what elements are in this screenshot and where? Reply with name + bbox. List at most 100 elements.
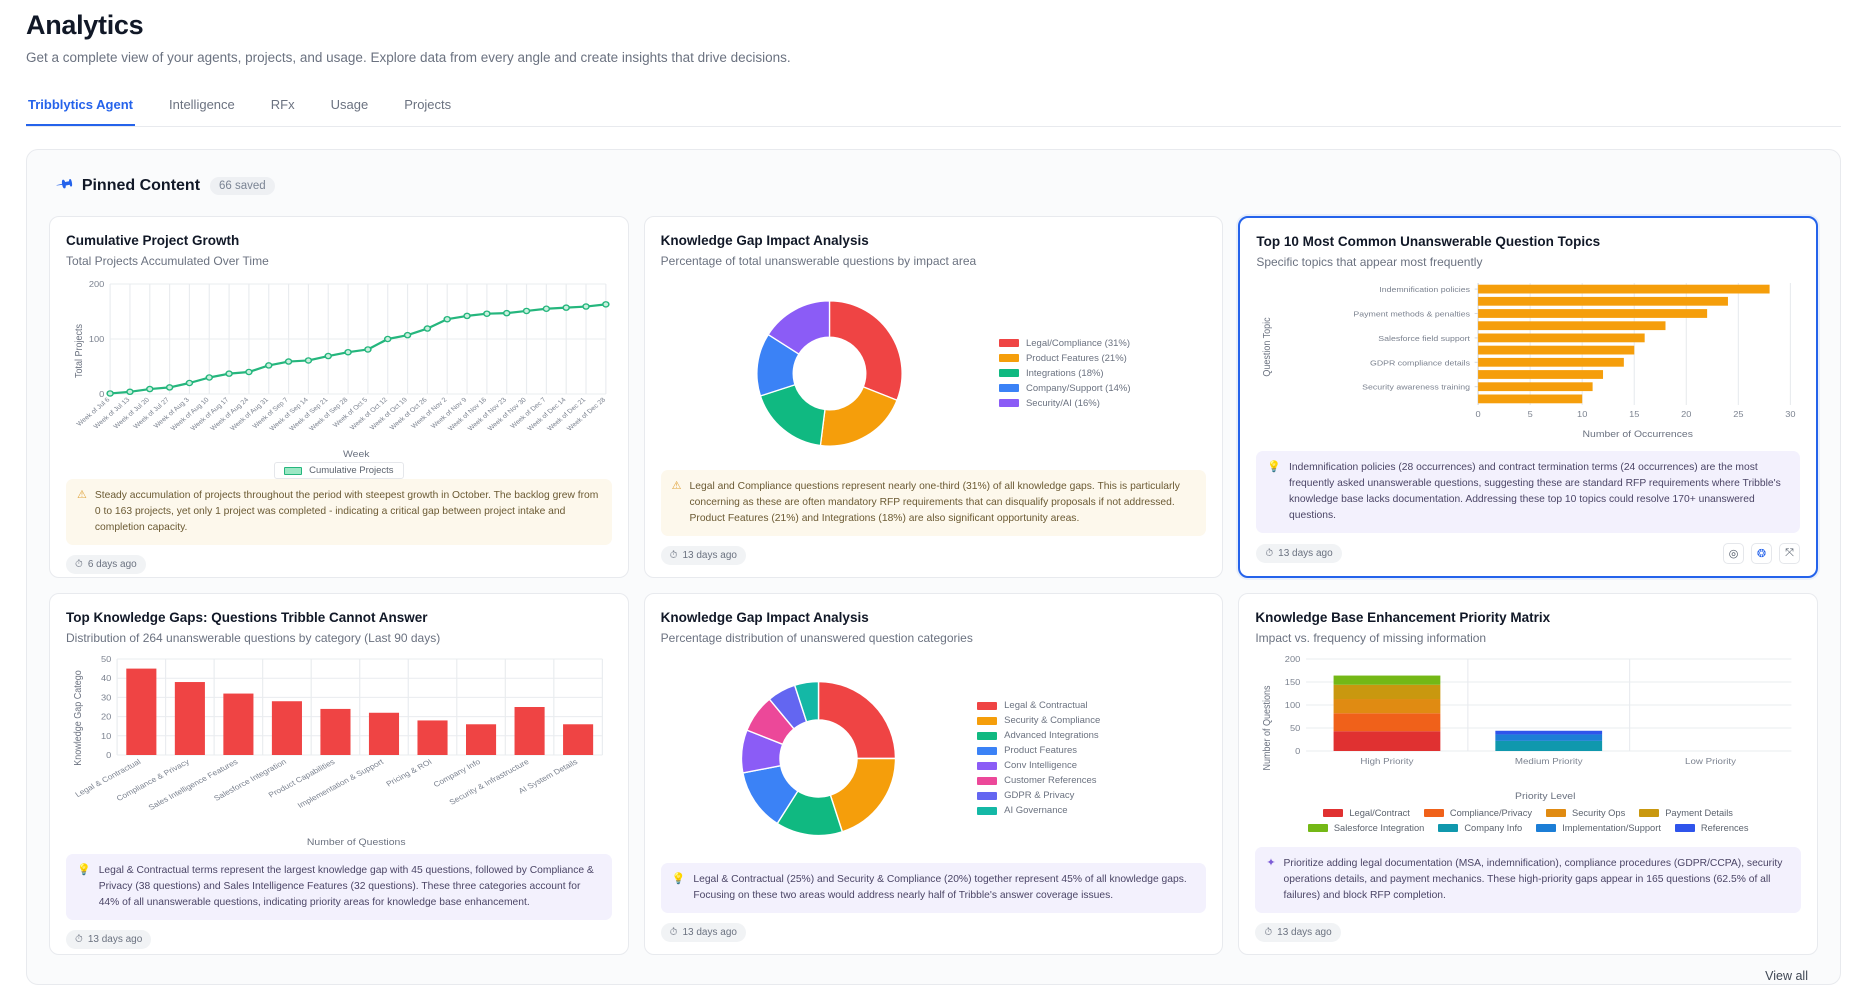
stacked-bar-svg: 0 50 100 150 200 High Priority Medium Priorit… bbox=[1262, 655, 1792, 802]
card-knowledge-gap-impact-analysis-top[interactable]: Knowledge Gap Impact Analysis Percentage… bbox=[643, 216, 1224, 578]
svg-text:150: 150 bbox=[1285, 678, 1301, 687]
svg-text:Payment methods & penalties: Payment methods & penalties bbox=[1354, 310, 1471, 318]
legend-item: Payment Details bbox=[1639, 808, 1733, 818]
preview-icon[interactable]: ◎ bbox=[1723, 543, 1744, 564]
stacked-bar-segment bbox=[1333, 675, 1441, 685]
sparkles-icon: ✦ bbox=[1266, 857, 1276, 870]
svg-text:0: 0 bbox=[1476, 410, 1481, 419]
clock-icon: ⏱ bbox=[1264, 927, 1273, 938]
legend-swatch bbox=[977, 731, 998, 740]
stacked-bar-segment bbox=[1333, 684, 1441, 700]
legend-swatch bbox=[998, 369, 1019, 378]
bar bbox=[417, 720, 448, 755]
tab-tribblytics-agent[interactable]: Tribblytics Agent bbox=[26, 91, 135, 126]
legend-swatch bbox=[998, 339, 1019, 348]
card-top-knowledge-gaps[interactable]: Top Knowledge Gaps: Questions Tribble Ca… bbox=[49, 593, 629, 955]
card-cumulative-project-growth[interactable]: Cumulative Project Growth Total Projects… bbox=[49, 216, 629, 578]
legend-label: Security/AI (16%) bbox=[1025, 397, 1100, 409]
bar bbox=[563, 724, 594, 755]
clock-icon: ⏱ bbox=[75, 558, 83, 570]
card-title: Knowledge Base Enhancement Priority Matr… bbox=[1255, 610, 1551, 625]
legend-label: Cumulative Projects bbox=[309, 465, 394, 476]
line-chart-legend: Cumulative Projects bbox=[66, 462, 612, 479]
card-insight: ⚠ Legal and Compliance questions represe… bbox=[660, 470, 1207, 536]
svg-text:Implementation & Support: Implementation & Support bbox=[296, 757, 386, 810]
timestamp-text: 13 days ago bbox=[1277, 927, 1332, 938]
timestamp-pill: ⏱ 13 days ago bbox=[1255, 923, 1341, 942]
donut-svg bbox=[741, 680, 897, 836]
bar bbox=[223, 693, 254, 755]
hbar-chart-question-topics: Indemnification policies Payment methods … bbox=[1256, 277, 1800, 451]
card-top-10-unanswerable-topics[interactable]: Top 10 Most Common Unanswerable Question… bbox=[1238, 216, 1818, 578]
legend-item: Implementation/Support bbox=[1536, 823, 1661, 833]
svg-text:200: 200 bbox=[89, 280, 105, 289]
tab-projects[interactable]: Projects bbox=[404, 97, 452, 112]
legend-label: Advanced Integrations bbox=[1004, 730, 1099, 742]
legend-item: GDPR & Privacy bbox=[977, 790, 1206, 801]
legend-item: References bbox=[1674, 823, 1749, 833]
legend-label: Product Features bbox=[1004, 745, 1078, 757]
card-title: Knowledge Gap Impact Analysis bbox=[660, 610, 869, 625]
legend-label: Conv Intelligence bbox=[1004, 760, 1078, 772]
legend-item: Product Features bbox=[977, 745, 1206, 756]
card-title: Top 10 Most Common Unanswerable Question… bbox=[1256, 234, 1601, 249]
card-footer: ⏱ 13 days ago bbox=[660, 923, 1207, 942]
legend-label: Legal & Contractual bbox=[1004, 700, 1088, 712]
unpin-icon[interactable]: ⤧ bbox=[1779, 543, 1800, 564]
card-insight: ✦ Prioritize adding legal documentation … bbox=[1255, 847, 1801, 913]
timestamp-pill: ⏱ 13 days ago bbox=[66, 929, 152, 949]
svg-text:10: 10 bbox=[101, 731, 112, 740]
donut-legend: Legal/Compliance (31%) Product Features (… bbox=[998, 338, 1206, 409]
donut-slice bbox=[819, 385, 899, 447]
legend-label: AI Governance bbox=[1004, 805, 1068, 817]
bar bbox=[514, 707, 545, 755]
stacked-bar-segment bbox=[1333, 713, 1441, 732]
tab-intelligence[interactable]: Intelligence bbox=[168, 97, 235, 112]
legend-label: References bbox=[1700, 823, 1749, 833]
pinned-card-grid: Cumulative Project Growth Total Projects… bbox=[49, 216, 1818, 955]
line-chart-svg: 0 100 200 Total Projects Week of Jul 6 Week… bbox=[74, 280, 610, 460]
timestamp-text: 13 days ago bbox=[87, 933, 143, 945]
svg-text:Low Priority: Low Priority bbox=[1685, 757, 1736, 766]
svg-text:Security awareness training: Security awareness training bbox=[1363, 383, 1471, 391]
legend-label: Company/Support (14%) bbox=[1025, 382, 1131, 394]
legend-label: Compliance/Privacy bbox=[1449, 808, 1533, 818]
svg-text:Salesforce field support: Salesforce field support bbox=[1379, 334, 1471, 342]
warning-triangle-icon: ⚠ bbox=[671, 480, 682, 493]
pinned-content-title: Pinned Content bbox=[81, 176, 201, 194]
card-subtitle: Impact vs. frequency of missing informat… bbox=[1255, 631, 1487, 645]
bar bbox=[320, 708, 351, 755]
x-axis-label: Number of Occurrences bbox=[1583, 430, 1694, 440]
legend-item: Integrations (18%) bbox=[998, 368, 1206, 379]
stacked-bar-segment bbox=[1495, 730, 1603, 735]
legend-item: Advanced Integrations bbox=[977, 730, 1206, 741]
svg-text:Medium Priority: Medium Priority bbox=[1515, 757, 1583, 766]
legend-item: Conv Intelligence bbox=[977, 760, 1206, 771]
hbar-chart-svg: Indemnification policies Payment methods … bbox=[1262, 283, 1796, 440]
legend-item: Security & Compliance bbox=[977, 715, 1206, 726]
y-axis-label: Question Topic bbox=[1262, 317, 1274, 376]
legend-swatch bbox=[977, 716, 998, 725]
svg-text:200: 200 bbox=[1285, 655, 1301, 664]
legend-label: Customer References bbox=[1004, 775, 1097, 787]
share-icon[interactable]: ❂ bbox=[1751, 543, 1772, 564]
legend-swatch bbox=[1323, 809, 1344, 817]
svg-text:100: 100 bbox=[89, 335, 105, 344]
saved-count-badge: 66 saved bbox=[210, 176, 275, 195]
tab-usage[interactable]: Usage bbox=[330, 97, 369, 112]
donut-svg bbox=[756, 299, 904, 447]
legend-swatch bbox=[1307, 824, 1328, 832]
clock-icon: ⏱ bbox=[669, 550, 678, 561]
bar bbox=[271, 701, 302, 755]
tab-rfx[interactable]: RFx bbox=[270, 97, 295, 112]
svg-text:15: 15 bbox=[1629, 410, 1639, 419]
y-axis-label: Total Projects bbox=[74, 324, 86, 378]
bar bbox=[1478, 357, 1625, 367]
card-kb-enhancement-priority-matrix[interactable]: Knowledge Base Enhancement Priority Matr… bbox=[1238, 593, 1818, 955]
insight-text: Legal and Compliance questions represent… bbox=[689, 481, 1180, 525]
svg-text:Indemnification policies: Indemnification policies bbox=[1380, 286, 1471, 294]
card-knowledge-gap-impact-analysis-bottom[interactable]: Knowledge Gap Impact Analysis Percentage… bbox=[643, 593, 1224, 955]
view-all-link[interactable]: View all bbox=[1765, 969, 1808, 983]
view-all-row: View all bbox=[49, 955, 1818, 983]
